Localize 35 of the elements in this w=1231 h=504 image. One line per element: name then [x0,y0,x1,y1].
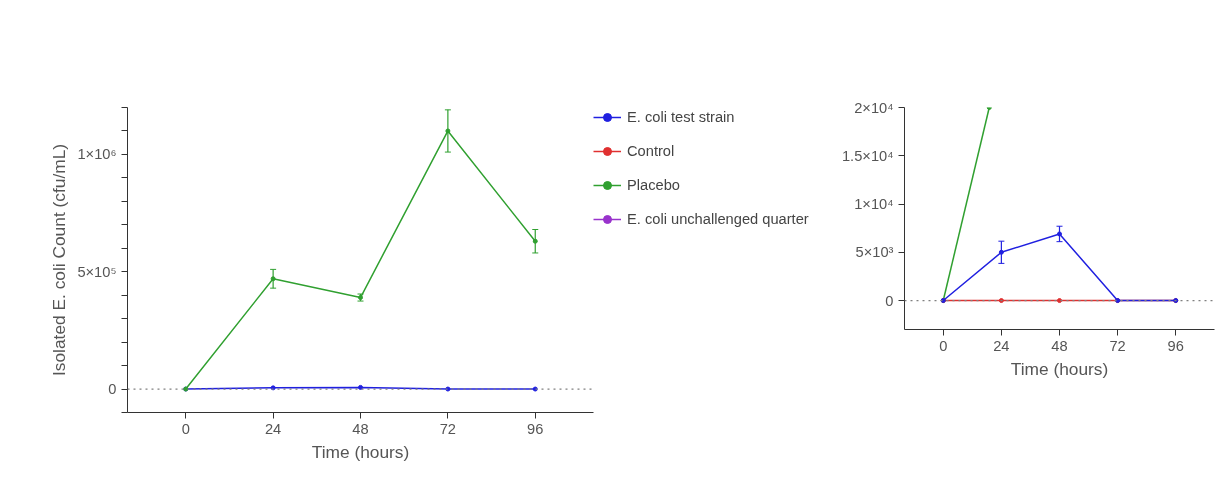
y-tick-label: 1×10⁴ [854,196,894,213]
y-tick-label: 0 [885,292,894,309]
x-tick-label: 96 [527,420,544,437]
legend-label: Placebo [627,177,680,193]
x-tick-label: 24 [264,420,282,437]
x-tick-label: 48 [1051,337,1068,354]
point [270,276,276,282]
point [1057,231,1062,237]
point [998,298,1004,304]
legend-label: E. coli unchallenged quarter [627,211,809,227]
point [358,384,363,390]
x-tick-label: 0 [181,420,190,437]
y-tick-label: 2×10⁴ [854,99,894,116]
x-axis-title: Time (hours) [1010,358,1109,379]
point [445,128,451,134]
point [1057,298,1062,304]
point [445,386,451,392]
x-tick-label: 72 [1109,337,1126,354]
x-axis-title: Time (hours) [311,441,410,462]
y-tick-label: 5×10⁵ [77,263,117,280]
x-tick-label: 96 [1167,337,1184,354]
y-tick-label: 1×10⁶ [77,146,117,163]
y-tick-label: 0 [108,381,117,398]
point [532,238,538,244]
x-tick-label: 24 [993,337,1010,354]
y-axis-title: Isolated E. coli Count (cfu/mL) [49,143,70,377]
point [998,249,1004,255]
legend-label: Control [627,143,675,159]
x-tick-label: 48 [352,420,369,437]
legend-label: E. coli test strain [627,109,735,125]
point [532,386,538,392]
x-tick-label: 72 [439,420,457,437]
x-tick-label: 0 [939,337,948,354]
y-tick-label: 5×10³ [855,244,894,261]
y-tick-label: 1.5×10⁴ [841,147,894,164]
